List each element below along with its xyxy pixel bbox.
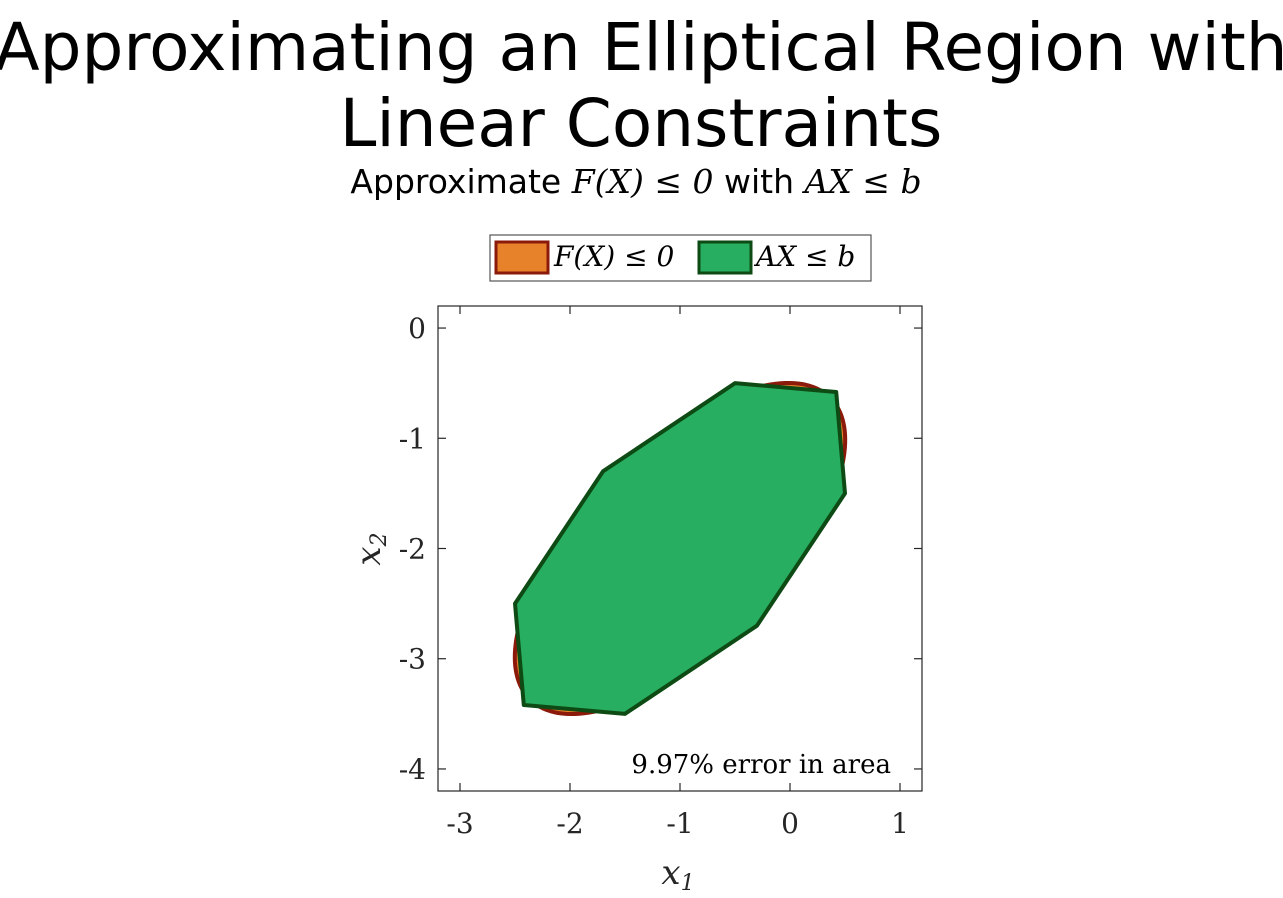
x-tick-label: -2 [556, 807, 583, 840]
x-tick-label: -1 [666, 807, 693, 840]
legend-box [489, 234, 872, 282]
y-tick-label: -4 [399, 753, 426, 786]
legend-label-polygon: AX ≤ b [753, 240, 855, 273]
legend-swatch-polygon [697, 240, 753, 275]
legend: F(X) ≤ 0 AX ≤ b [489, 234, 872, 282]
y-tick-label: 0 [408, 312, 426, 345]
legend-swatch-ellipse [494, 240, 550, 275]
y-tick-label: -2 [399, 533, 426, 566]
chart-title-line-2: Linear Constraints [340, 85, 943, 162]
x-tick-label: 0 [781, 807, 799, 840]
area-error-annotation: 9.97% error in area [631, 750, 891, 780]
tick-layer: -3 -2 -1 0 1 0 -1 -2 -3 -4 [399, 306, 922, 840]
y-axis-label: x2 [349, 532, 392, 565]
y-tick-label: -3 [399, 643, 426, 676]
subtitle-expr-polygon: AX ≤ b [801, 162, 921, 201]
x-tick-label: -3 [446, 807, 473, 840]
y-axis-label-subscript: 2 [367, 532, 392, 547]
polygon-region [513, 381, 847, 716]
plot-area: -3 -2 -1 0 1 0 -1 -2 -3 -4 9.97% error in area [399, 305, 923, 840]
y-axis-label-base: x [349, 546, 389, 565]
x-axis-label-base: x [661, 853, 680, 893]
chart-title-line-1: Approximating an Elliptical Region with [0, 9, 1283, 86]
series-layer [512, 380, 848, 717]
subtitle-prefix: Approximate [350, 162, 571, 201]
legend-label-ellipse: F(X) ≤ 0 [553, 240, 674, 273]
y-tick-label: -1 [399, 422, 426, 455]
x-axis-label: x1 [661, 853, 694, 896]
chart-subtitle: Approximate F(X) ≤ 0 with AX ≤ b [350, 162, 921, 201]
subtitle-middle: with [713, 162, 804, 201]
x-tick-label: 1 [891, 807, 909, 840]
subtitle-expr-ellipse: F(X) ≤ 0 [571, 162, 714, 201]
x-axis-label-subscript: 1 [681, 871, 695, 896]
